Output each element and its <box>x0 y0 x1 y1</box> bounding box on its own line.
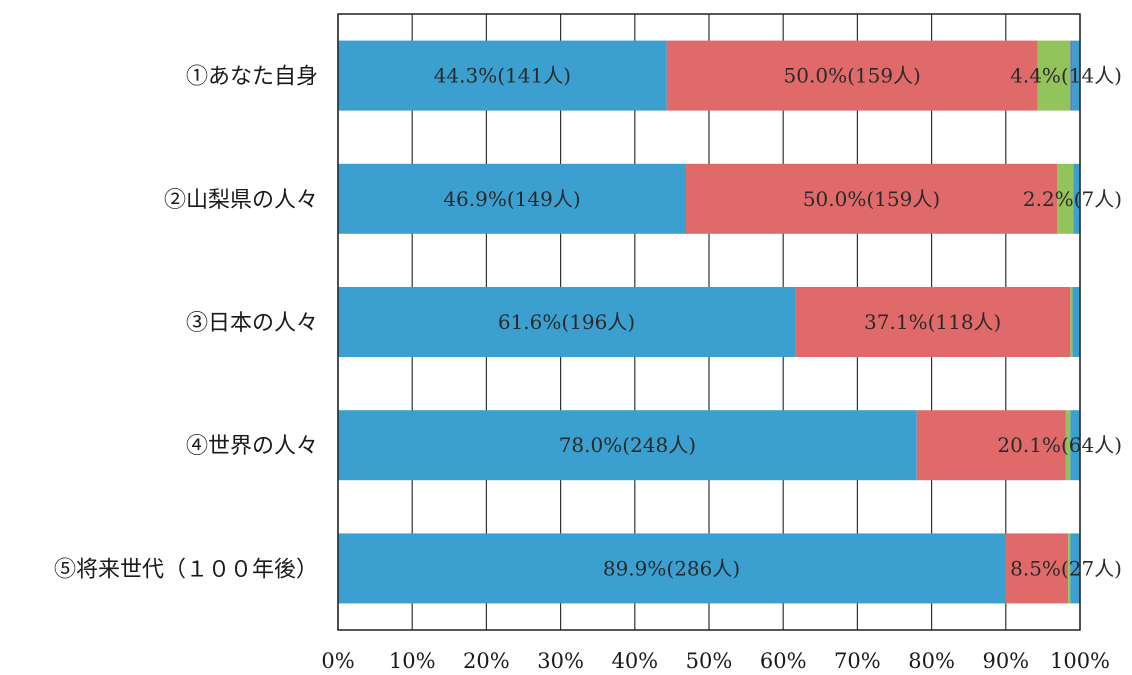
x-tick-label: 20% <box>463 649 510 673</box>
category-label: ⑤将来世代（１００年後） <box>54 557 318 582</box>
bar-segment <box>1056 163 1074 234</box>
data-label: 50.0%(159人) <box>784 64 921 88</box>
bar-segment <box>1070 533 1080 604</box>
bar-segment <box>795 287 1071 357</box>
x-tick-label: 60% <box>760 649 807 673</box>
bar-segment <box>1072 287 1080 357</box>
x-tick-label: 0% <box>321 649 354 673</box>
bar-segment <box>1070 287 1073 357</box>
bar-segment <box>685 163 1057 234</box>
category-label: ①あなた自身 <box>186 65 318 90</box>
x-tick-label: 50% <box>686 649 733 673</box>
bar-segment <box>1037 40 1071 111</box>
bar-segment <box>1068 533 1071 604</box>
bar-segment <box>1070 40 1073 111</box>
data-label: 20.1%(64人) <box>997 433 1122 457</box>
bar-segment <box>916 410 1066 481</box>
bar-segment <box>1005 533 1069 604</box>
bars <box>338 40 1080 604</box>
category-label: ④世界の人々 <box>186 434 318 459</box>
bar-segment <box>1070 410 1080 481</box>
category-label: ②山梨県の人々 <box>164 188 318 213</box>
data-labels: 44.3%(141人) 50.0%(159人) 4.4%(14人) 46.9%(149… <box>434 64 1122 581</box>
data-label: 8.5%(27人) <box>1010 556 1122 580</box>
plot-frame <box>337 13 1081 631</box>
bar-segment <box>1072 40 1080 111</box>
x-axis-ticks: 0% 10% 20% 30% 40% 50% 60% 70% 80% 90% 100% <box>321 649 1110 673</box>
data-label: 78.0%(248人) <box>559 433 696 457</box>
bar-segment <box>666 40 1038 111</box>
data-label: 50.0%(159人) <box>803 187 940 211</box>
x-tick-label: 30% <box>537 649 584 673</box>
x-tick-label: 40% <box>611 649 658 673</box>
category-label: ③日本の人々 <box>186 311 318 336</box>
x-tick-label: 80% <box>908 649 955 673</box>
x-tick-label: 10% <box>389 649 436 673</box>
data-label: 44.3%(141人) <box>434 64 571 88</box>
data-label: 61.6%(196人) <box>498 310 635 334</box>
data-label: 89.9%(286人) <box>603 556 740 580</box>
data-label: 46.9%(149人) <box>443 187 580 211</box>
data-label: 37.1%(118人) <box>864 310 1001 334</box>
data-label: 2.2%(7人) <box>1023 187 1122 211</box>
bar-segment <box>1065 410 1071 481</box>
x-tick-label: 90% <box>982 649 1029 673</box>
x-tick-label: 70% <box>834 649 881 673</box>
bar-segment <box>338 287 796 357</box>
bar-segment <box>1073 163 1080 234</box>
bar-segment <box>338 410 917 481</box>
bar-segment <box>338 163 686 234</box>
bar-segment <box>338 533 1006 604</box>
data-label: 4.4%(14人) <box>1010 64 1122 88</box>
bar-segment <box>338 40 667 111</box>
x-tick-label: 100% <box>1050 649 1110 673</box>
category-labels: ①あなた自身 ②山梨県の人々 ③日本の人々 ④世界の人々 ⑤将来世代（１００年後） <box>54 65 318 583</box>
